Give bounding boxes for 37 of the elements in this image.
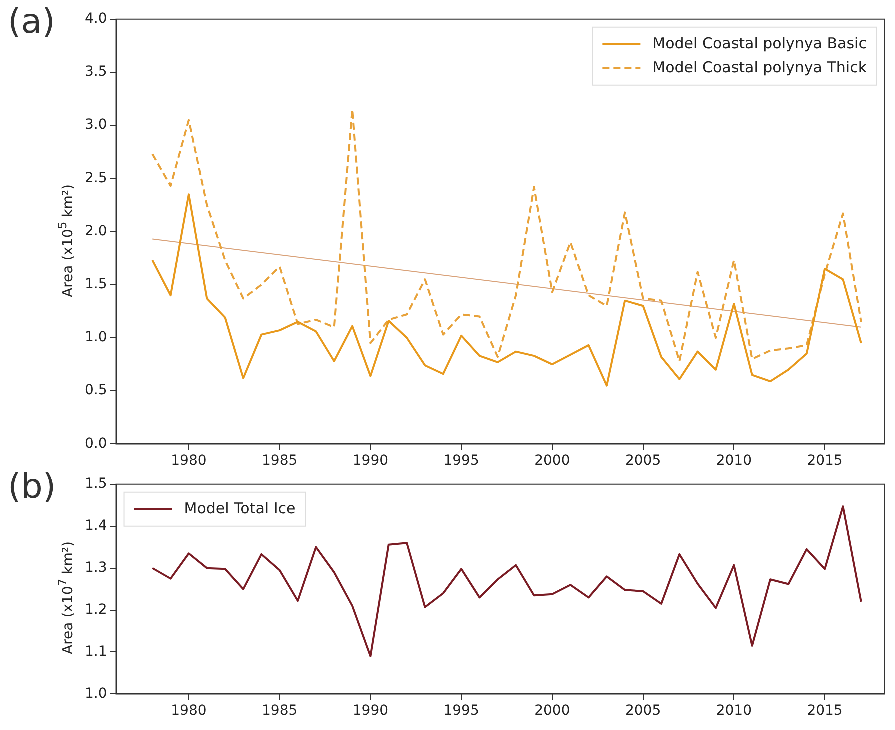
y-tick-label: 1.1 [85,644,108,660]
x-tick-label: 2015 [807,453,843,470]
y-tick-label: 1.4 [85,518,108,534]
y-tick-label: 1.2 [85,602,108,618]
x-tick-label: 2005 [625,703,662,720]
x-tick-label: 1985 [262,703,298,720]
x-tick-label: 2005 [625,453,662,470]
chart-title: (b) [8,467,56,507]
y-tick-label: 4.0 [85,11,108,28]
x-tick-label: 2000 [534,703,570,720]
y-tick-label: 2.0 [85,223,108,240]
y-tick-label: 0.5 [85,382,108,399]
legend-label: Model Coastal polynya Basic [652,34,867,52]
x-tick-label: 1985 [262,453,298,470]
x-tick-label: 1995 [444,453,480,470]
y-tick-label: 3.0 [85,117,108,134]
x-tick-label: 2010 [716,453,752,470]
x-tick-label: 1995 [444,703,480,720]
y-tick-label: 1.3 [85,560,108,576]
x-tick-label: 1990 [352,703,389,720]
x-tick-label: 2015 [807,703,843,720]
y-tick-label: 1.0 [85,330,108,346]
x-tick-label: 1980 [171,453,207,470]
x-tick-label: 1980 [171,703,207,720]
y-tick-label: 0.0 [85,436,108,452]
y-tick-label: 1.5 [85,276,108,293]
x-tick-label: 2000 [534,453,570,470]
y-tick-label: 3.5 [85,64,108,80]
chart-title: (a) [8,2,56,42]
legend-label: Model Coastal polynya Thick [652,58,868,76]
y-tick-label: 2.5 [85,170,108,186]
x-tick-label: 1990 [352,453,389,470]
x-tick-label: 2010 [716,703,752,720]
line-series [152,108,862,362]
y-tick-label: 1.5 [85,476,108,492]
legend-label: Model Total Ice [184,499,296,518]
y-tick-label: 1.0 [85,686,108,702]
